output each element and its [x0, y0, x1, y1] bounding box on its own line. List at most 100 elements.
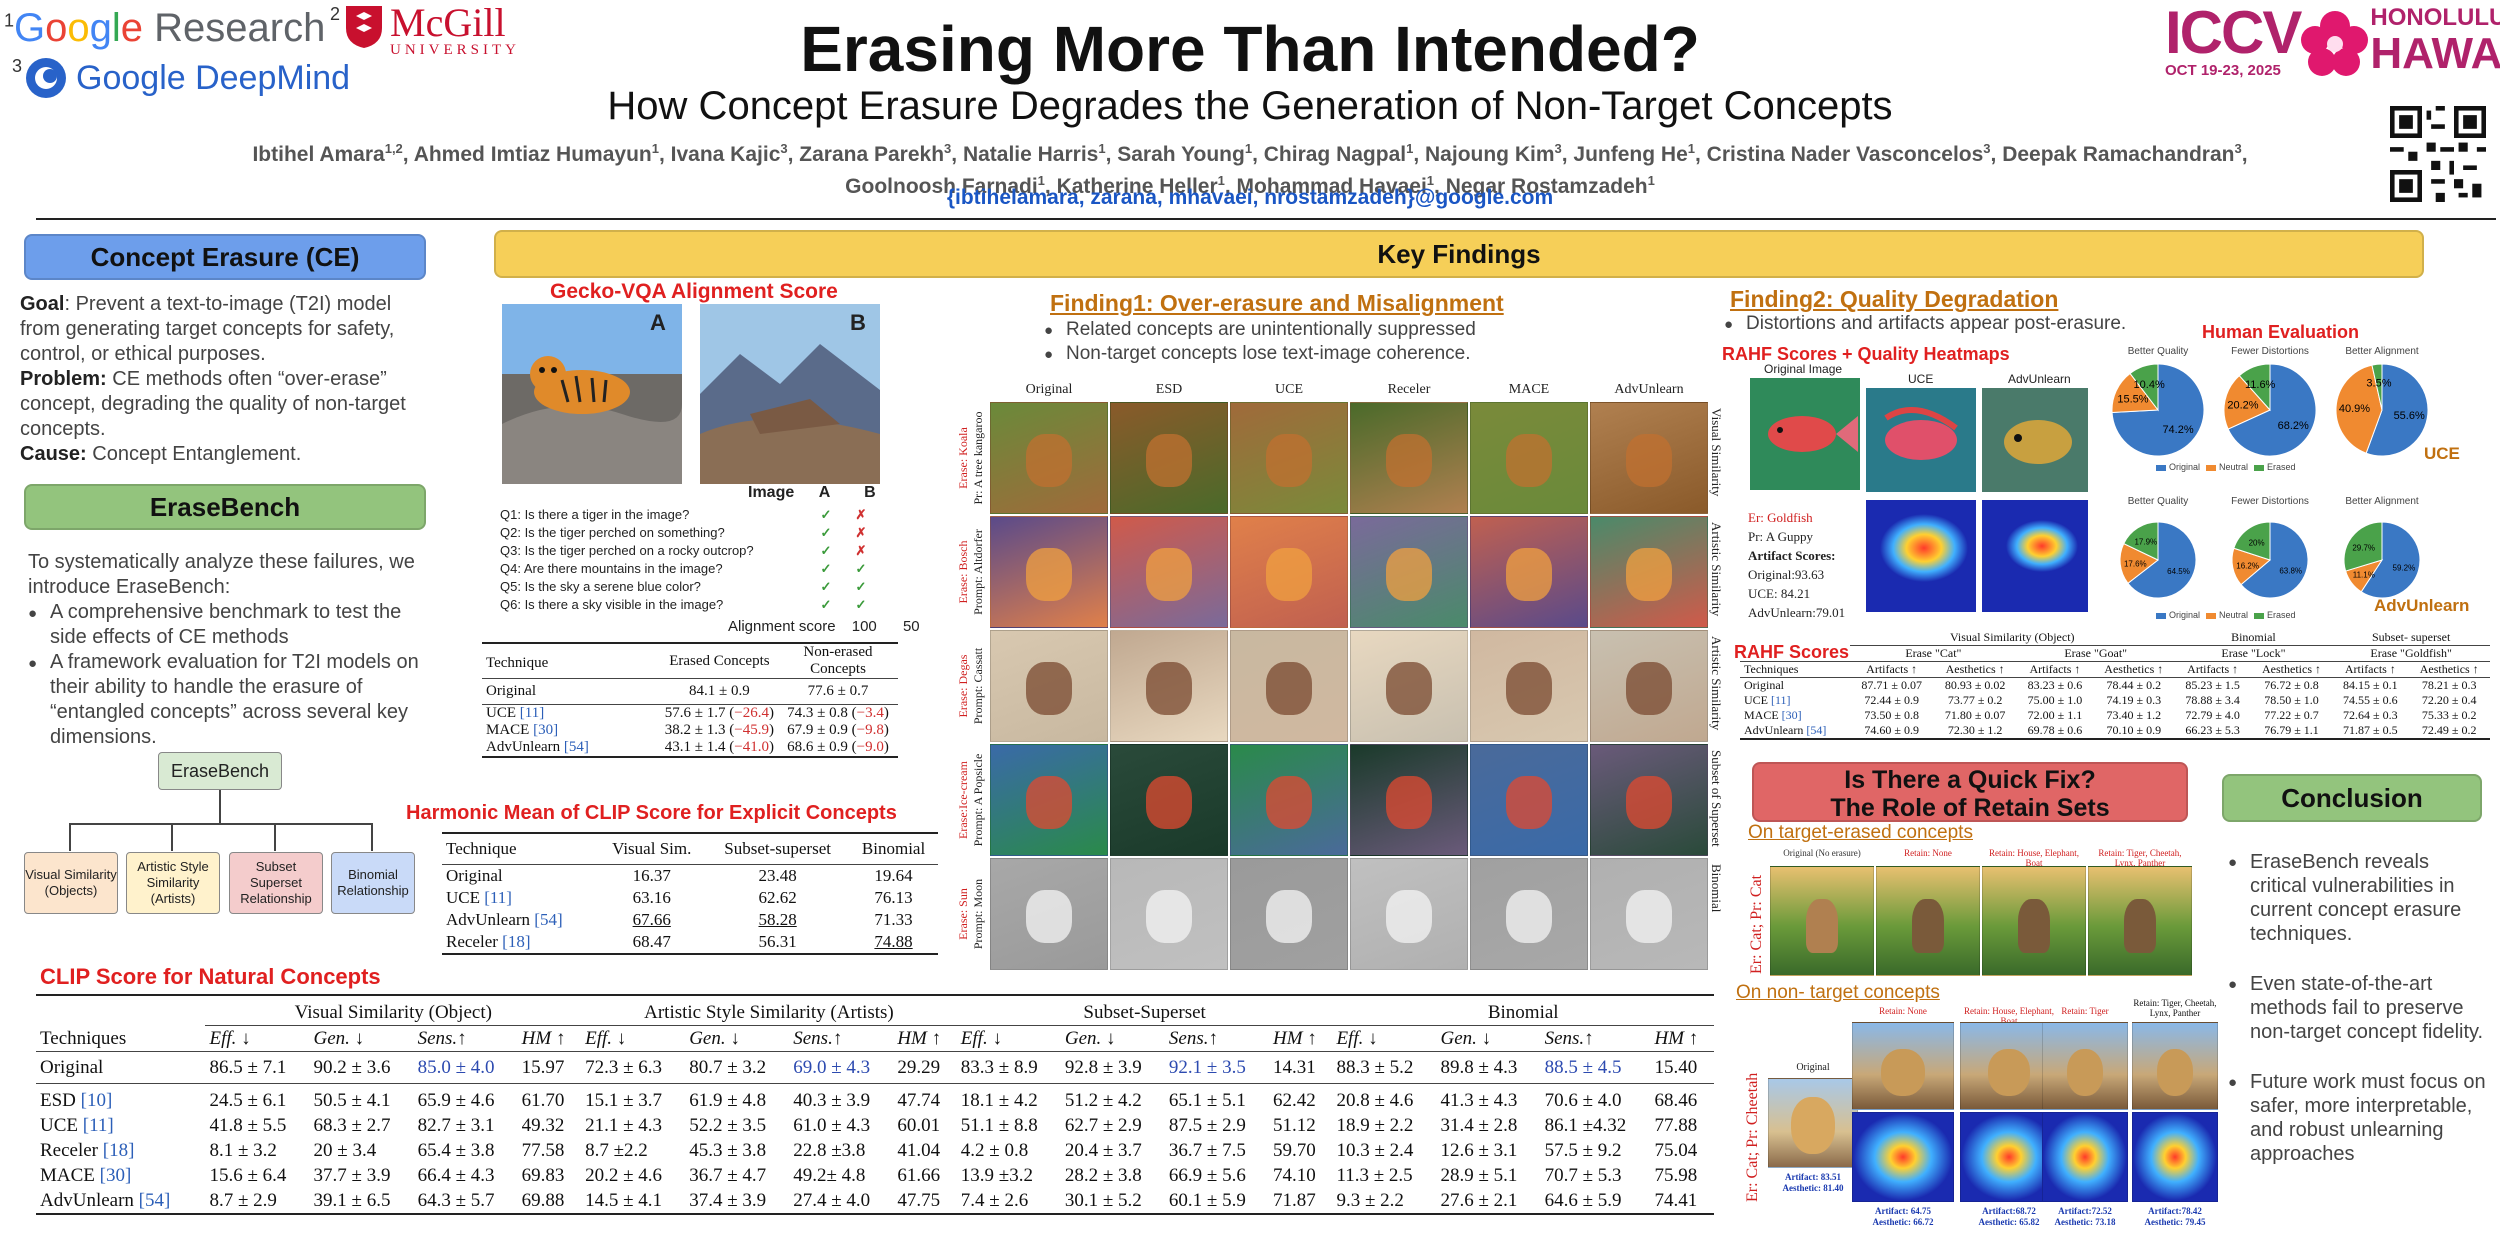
- retain-cheetah-image: [2042, 1022, 2128, 1110]
- conclusion-bullet: Even state-of-the-art methods fail to pr…: [2228, 972, 2490, 1044]
- citation: [11]: [82, 1115, 114, 1136]
- iccv-dates: OCT 19-23, 2025: [2165, 62, 2281, 79]
- table-group-header: Erase "Goldfish": [2332, 645, 2490, 662]
- technique-name: MACE: [486, 722, 530, 738]
- vqa-question: Q6: Is there a sky visible in the image?: [500, 597, 724, 612]
- table-group-header: Subset- superset: [2371, 630, 2451, 644]
- pie-slice: [2223, 374, 2271, 430]
- generated-image: [1350, 516, 1468, 628]
- goldfish-uce-image: [1866, 388, 1976, 492]
- table-cell: 83.23 ± 0.6: [2016, 677, 2094, 693]
- retain-caption: Retain: Tiger, Cheetah, Lynx, Panther: [2133, 998, 2217, 1018]
- pie-slice: [2119, 542, 2159, 584]
- tree-connector: [171, 823, 173, 851]
- pie-legend: Original Neutral Erased: [2150, 462, 2296, 472]
- vqa-question: Q1: Is there a tiger in the image?: [500, 507, 690, 522]
- table-header: Artifacts ↑: [1849, 661, 1934, 678]
- table-header: Erased Concepts: [660, 642, 778, 679]
- citation: [30]: [99, 1165, 132, 1186]
- problem-paragraph: Problem: CE methods often “over-erase” c…: [20, 367, 430, 442]
- table-cell: 38.2 ± 1.3 (−45.9): [664, 722, 774, 738]
- pie-slice-label: 11.1%: [2353, 571, 2375, 580]
- citation: [11]: [484, 888, 512, 907]
- author-name: Goolnoosh Farnadi: [845, 175, 1038, 198]
- generated-image: [1230, 630, 1348, 742]
- image-subject: [1505, 775, 1553, 829]
- table-header: Subset-superset: [706, 832, 850, 865]
- table-row: ESD [10] 24.5 ± 6.1 50.5 ± 4.1 65.9 ± 4.6 61…: [36, 1084, 1714, 1114]
- alignment-score-a: 100: [851, 618, 877, 635]
- citation: [54]: [1806, 723, 1827, 737]
- table-cell: 73.77 ± 0.2: [1947, 693, 2003, 707]
- table-header: Techniques: [1740, 661, 1850, 678]
- goal-paragraph: Goal: Prevent a text-to-image (T2I) mode…: [20, 292, 430, 367]
- table-cell: 82.7 ± 3.1: [417, 1115, 495, 1136]
- table-cell: 62.42: [1272, 1090, 1316, 1111]
- author-name: Ivana Kajic: [670, 143, 781, 166]
- human-eval-pie: 59.2% 11.1% 29.7%: [2343, 521, 2421, 599]
- technique-name: AdvUnlearn: [1744, 723, 1804, 737]
- author-affiliation: 1: [1647, 173, 1655, 188]
- author-name: Mohammad Havaei: [1236, 175, 1427, 198]
- grid-column-label: ESD: [1155, 382, 1183, 397]
- tiger-image-a: [502, 304, 682, 484]
- table-cell: 30.1 ± 5.2: [1060, 1188, 1165, 1215]
- vqa-answer-a: ✓: [820, 543, 832, 558]
- table-cell: 18.1 ± 4.2: [960, 1090, 1038, 1111]
- image-subject: [1881, 1048, 1925, 1097]
- tiger-image-b: [700, 304, 880, 484]
- table-cell: 8.7 ±2.2: [585, 1140, 648, 1161]
- table-cell: 84.15 ± 0.1: [2332, 677, 2409, 693]
- vqa-answer-a: ✓: [820, 525, 832, 540]
- retain-heatmap: [2042, 1112, 2128, 1202]
- table-cell: 86.1 ±4.32: [1544, 1115, 1627, 1136]
- contact-emails: {ibtihelamara, zarana, mhavaei, nrostamz…: [946, 186, 1554, 209]
- aesthetic-score: Aesthetic: 65.82: [1978, 1217, 2040, 1227]
- grid-side-label: Binomial: [1709, 864, 1724, 913]
- goal-text: : Prevent a text-to-image (T2I) model fr…: [20, 293, 395, 365]
- table-cell: 15.40: [1650, 1051, 1714, 1084]
- table-cell: 71.80 ± 0.07: [1944, 708, 2006, 722]
- quick-fix-line1: Is There a Quick Fix?: [1844, 766, 2096, 794]
- table-cell: 83.3 ± 8.9: [956, 1051, 1061, 1084]
- author-name: Ibtihel Amara: [252, 143, 385, 166]
- human-eval-title: Human Evaluation: [2202, 322, 2360, 342]
- gecko-table-body: UCE [11] 57.6 ± 1.7 (−26.4) 74.3 ± 0.8 (−3…: [482, 704, 898, 758]
- table-row: Techniques Artifacts ↑ Aesthetics ↑ Artifac…: [1740, 661, 2490, 678]
- grid-side-label: Subset of Superset: [1709, 750, 1724, 847]
- table-header: Gen. ↓: [1064, 1028, 1116, 1049]
- author-list: Ibtihel Amara1,2, Ahmed Imtiaz Humayun1,…: [200, 136, 2300, 200]
- generated-image: [1590, 630, 1708, 742]
- vqa-header: Image A B: [748, 484, 876, 502]
- vqa-question-list: Q1: Is there a tiger in the image? ✓ ✗ Q2: …: [500, 506, 880, 614]
- table-cell: 66.23 ± 5.3: [2174, 723, 2251, 740]
- legend-label: Erased: [2267, 610, 2296, 620]
- score: 68.6 ± 0.9: [787, 739, 848, 755]
- score: 43.1 ± 1.4: [664, 739, 726, 755]
- table-cell: 36.7 ± 4.7: [689, 1165, 767, 1186]
- pie-slice-label: 63.8%: [2279, 567, 2302, 576]
- pie-slice: [2127, 521, 2197, 599]
- pie-slice-label: 29.7%: [2352, 543, 2375, 552]
- generated-image: [1470, 858, 1588, 970]
- retain-caption: Retain: Tiger, Cheetah, Lynx, Panther: [2098, 848, 2182, 868]
- table-cell: 31.4 ± 2.8: [1440, 1115, 1518, 1136]
- table-cell: 92.8 ± 3.9: [1060, 1051, 1165, 1084]
- retain-cat-image: [1770, 866, 1874, 976]
- author-affiliation: 3: [944, 141, 952, 156]
- table-cell: 68.47: [597, 931, 707, 955]
- table-cell: 72.20 ± 0.4: [2421, 693, 2477, 707]
- mcgill-logo: 2 McGill UNIVERSITY: [330, 3, 520, 59]
- human-eval-pie: 68.2% 20.2% 11.6%: [2223, 363, 2317, 457]
- grid-side-label: Artistic Similarity: [1709, 522, 1724, 617]
- table-cell: 68.6 ± 0.9 (−9.0): [778, 739, 898, 758]
- table-cell: 51.2 ± 4.2: [1064, 1090, 1142, 1111]
- table-row: Receler [18] 68.47 56.31 74.88: [442, 931, 938, 955]
- qr-code-icon[interactable]: [2390, 106, 2486, 202]
- concept-erasure-heading: Concept Erasure (CE): [24, 234, 426, 280]
- table-header: Binomial: [849, 832, 938, 865]
- author-affiliation: 1: [1687, 141, 1695, 156]
- table-cell: 62.62: [758, 888, 797, 907]
- technique-name: UCE: [486, 705, 516, 721]
- harmonic-table: Technique Visual Sim. Subset-superset Binom…: [442, 832, 938, 955]
